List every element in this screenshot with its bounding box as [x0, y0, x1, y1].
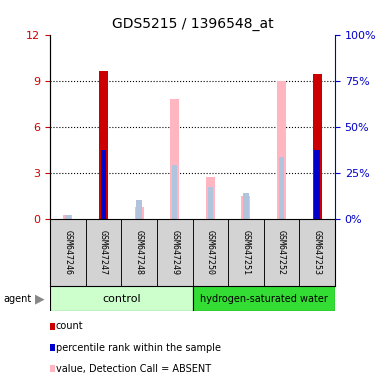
Bar — [192, 286, 335, 311]
Text: GSM647250: GSM647250 — [206, 230, 215, 275]
Bar — [65, 215, 70, 219]
Text: count: count — [56, 321, 84, 331]
Text: ▶: ▶ — [35, 292, 44, 305]
Text: GSM647252: GSM647252 — [277, 230, 286, 275]
Title: GDS5215 / 1396548_at: GDS5215 / 1396548_at — [112, 17, 273, 31]
Bar — [206, 177, 215, 219]
Bar — [64, 215, 72, 219]
Text: GSM647246: GSM647246 — [64, 230, 72, 275]
Bar — [243, 193, 249, 219]
Text: GSM647247: GSM647247 — [99, 230, 108, 275]
Text: control: control — [102, 293, 141, 304]
Bar — [277, 81, 286, 219]
Bar — [101, 150, 106, 219]
Bar — [172, 165, 177, 219]
Bar — [50, 219, 85, 286]
Text: GSM647249: GSM647249 — [170, 230, 179, 275]
Bar — [121, 219, 157, 286]
Text: GSM647253: GSM647253 — [313, 230, 321, 275]
Bar — [208, 187, 213, 219]
Bar — [228, 219, 264, 286]
Bar — [136, 200, 142, 219]
Bar — [170, 99, 179, 219]
Text: GSM647251: GSM647251 — [241, 230, 250, 275]
Text: percentile rank within the sample: percentile rank within the sample — [56, 343, 221, 353]
Bar — [85, 219, 121, 286]
Bar — [264, 219, 300, 286]
Bar — [135, 207, 144, 219]
Bar — [241, 196, 250, 219]
Bar — [157, 219, 192, 286]
Bar — [313, 74, 321, 219]
Bar — [99, 71, 108, 219]
Bar — [300, 219, 335, 286]
Bar — [192, 219, 228, 286]
Text: value, Detection Call = ABSENT: value, Detection Call = ABSENT — [56, 364, 211, 374]
Bar — [50, 286, 192, 311]
Text: agent: agent — [4, 293, 32, 304]
Bar — [315, 150, 320, 219]
Bar — [279, 157, 284, 219]
Text: hydrogen-saturated water: hydrogen-saturated water — [200, 293, 328, 304]
Text: GSM647248: GSM647248 — [135, 230, 144, 275]
